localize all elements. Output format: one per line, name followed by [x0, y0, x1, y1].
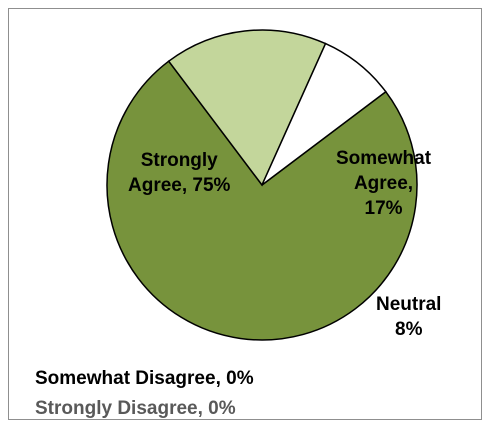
pie-slice-somewhat-agree: [167, 29, 327, 187]
label-neutral: Neutral 8%: [376, 292, 441, 342]
label-somewhat-agree: Somewhat Agree, 17%: [336, 146, 431, 221]
label-neutral-line1: Neutral: [376, 294, 442, 315]
label-strongly-disagree: Strongly Disagree, 0%: [35, 398, 236, 419]
label-somewhat-agree-line3: 17%: [364, 198, 403, 219]
label-strongly-agree-line2: Agree, 75%: [128, 175, 231, 196]
label-somewhat-disagree: Somewhat Disagree, 0%: [35, 368, 254, 389]
pie-slice-neutral: [261, 42, 387, 186]
label-somewhat-agree-line1: Somewhat: [336, 148, 432, 169]
label-strongly-agree-line1: Strongly: [140, 150, 218, 171]
label-strongly-agree: Strongly Agree, 75%: [128, 148, 230, 198]
pie-slice-strongly-agree: [106, 60, 418, 341]
pie-slices: [106, 29, 418, 341]
label-somewhat-agree-line2: Agree,: [353, 173, 414, 194]
label-neutral-line2: 8%: [395, 319, 423, 340]
